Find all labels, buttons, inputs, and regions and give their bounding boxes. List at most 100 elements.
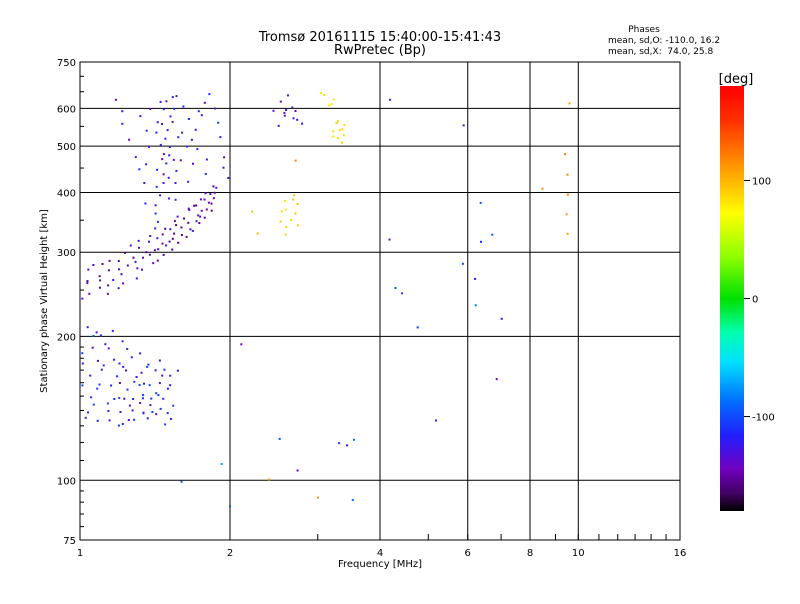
echo-point — [207, 201, 210, 204]
echo-point — [134, 260, 137, 263]
echo-point — [195, 220, 198, 223]
echo-point — [213, 191, 216, 194]
echo-point — [169, 146, 171, 148]
echo-point — [159, 100, 162, 103]
echo-point — [203, 101, 206, 104]
echo-point — [203, 216, 206, 219]
echo-point — [129, 244, 132, 247]
colorbar-tick-label: 0 — [752, 295, 758, 306]
echo-point — [139, 115, 142, 118]
y-tick-label: 100 — [57, 476, 76, 487]
echo-point — [564, 153, 567, 156]
echo-point — [292, 117, 295, 120]
echo-point — [166, 129, 169, 132]
echo-point — [338, 442, 341, 445]
echo-point — [92, 403, 95, 406]
echo-point — [146, 365, 149, 368]
echo-point — [462, 124, 465, 127]
echo-point — [137, 239, 140, 242]
echo-point — [107, 284, 110, 287]
echo-point — [118, 268, 121, 271]
echo-point — [435, 419, 437, 422]
echo-point — [200, 114, 203, 117]
echo-point — [165, 162, 168, 165]
echo-point — [112, 279, 115, 281]
echo-point — [139, 402, 142, 404]
echo-point — [155, 131, 158, 134]
colorbar-label: [deg] — [719, 72, 754, 87]
echo-point — [167, 176, 170, 179]
echo-point — [182, 105, 185, 108]
x-tick-label: 8 — [527, 548, 533, 559]
echo-point — [181, 131, 184, 134]
echo-point — [141, 397, 144, 400]
echo-point — [283, 111, 286, 114]
echo-point — [174, 182, 177, 184]
echo-point — [222, 166, 225, 169]
echo-point — [180, 234, 183, 236]
echo-point — [566, 173, 569, 176]
echo-point — [123, 397, 126, 400]
echo-point — [174, 198, 177, 201]
echo-point — [142, 412, 145, 415]
echo-point — [92, 335, 95, 337]
echo-point — [200, 209, 203, 212]
echo-point — [163, 153, 165, 156]
echo-point — [172, 158, 175, 161]
echo-point — [209, 193, 212, 195]
echo-point — [279, 100, 282, 103]
echo-point — [185, 235, 188, 238]
echo-point — [285, 226, 288, 229]
echo-point — [292, 198, 295, 201]
echo-point — [119, 411, 122, 413]
echo-point — [199, 198, 202, 201]
echo-point — [154, 369, 157, 372]
echo-point — [138, 168, 141, 171]
echo-point — [171, 120, 174, 123]
echo-point — [86, 280, 89, 283]
echo-point — [335, 122, 338, 124]
echo-point — [332, 98, 335, 101]
echo-point — [389, 98, 392, 101]
echo-point — [117, 424, 120, 427]
echo-point — [143, 382, 145, 385]
echo-point — [175, 95, 178, 98]
echo-point — [343, 124, 346, 126]
echo-point — [154, 212, 157, 215]
y-axis-ticks: 75 100 200 300 400 500 600 750 — [57, 58, 84, 547]
echo-point — [566, 193, 569, 196]
echo-point — [169, 115, 172, 118]
echo-point — [143, 182, 146, 184]
echo-point — [190, 138, 193, 141]
echo-point — [108, 259, 111, 262]
echo-point — [479, 201, 482, 204]
echo-point — [229, 505, 231, 508]
echo-point — [156, 168, 159, 171]
echo-point — [122, 365, 125, 368]
echo-point — [104, 343, 107, 346]
echo-point — [401, 292, 404, 295]
echo-point — [480, 240, 482, 243]
echo-point — [146, 417, 149, 420]
echo-point — [268, 478, 271, 481]
x-tick-label: 4 — [377, 548, 383, 559]
echo-point — [159, 407, 162, 410]
echo-point — [107, 269, 110, 272]
echo-point — [197, 110, 200, 113]
echo-point — [158, 359, 161, 362]
echo-point — [122, 282, 125, 285]
echo-point — [272, 109, 275, 112]
echo-points — [81, 92, 571, 508]
echo-point — [175, 169, 178, 172]
echo-point — [145, 163, 148, 166]
x-tick-label: 2 — [227, 548, 233, 559]
echo-point — [116, 375, 119, 378]
echo-point — [191, 229, 194, 232]
echo-point — [102, 364, 105, 367]
echo-point — [96, 419, 99, 422]
echo-point — [293, 194, 296, 197]
echo-point — [283, 114, 286, 117]
echo-point — [251, 210, 254, 213]
echo-point — [290, 218, 293, 221]
echo-point — [500, 317, 503, 320]
